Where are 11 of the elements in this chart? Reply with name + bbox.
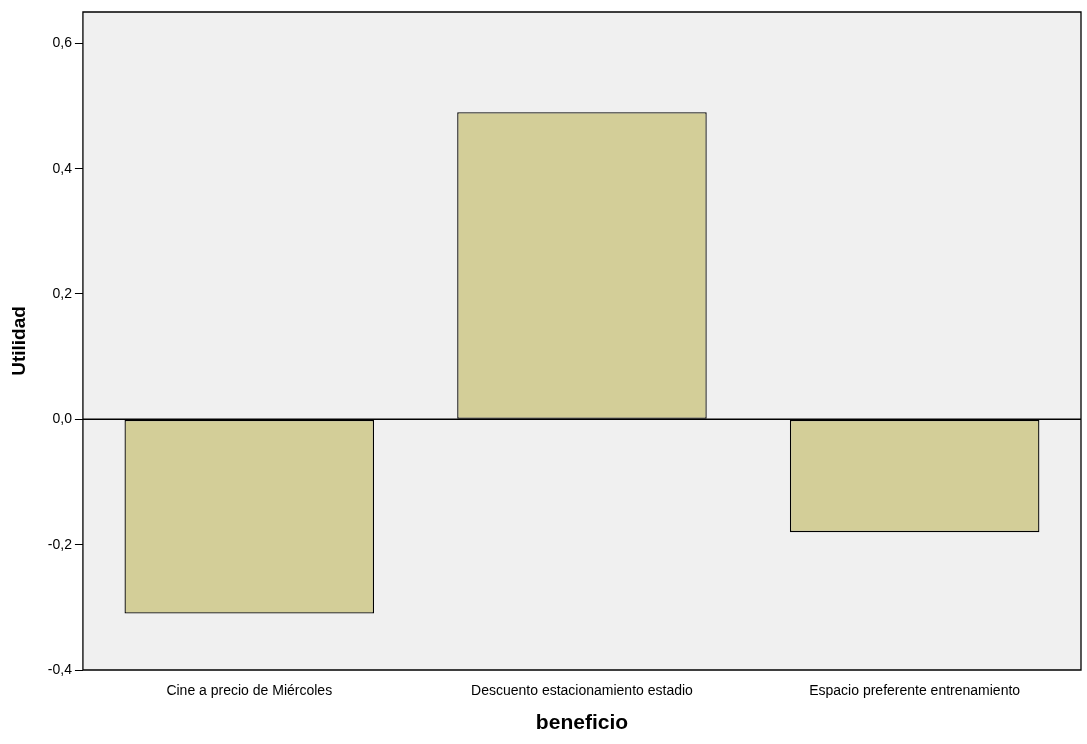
y-axis-title: Utilidad [7, 306, 29, 376]
y-tick-label: -0,2 [47, 535, 73, 552]
x-axis-title: beneficio [535, 710, 629, 734]
y-tick-label: 0,6 [52, 34, 73, 51]
x-tick-label: Espacio preferente entrenamiento [809, 682, 1021, 699]
x-tick-label: Descuento estacionamiento estadio [471, 682, 694, 699]
y-tick-label: 0,4 [52, 159, 73, 176]
y-tick-label: -0,4 [47, 660, 73, 677]
x-tick-label: Cine a precio de Miércoles [166, 682, 333, 699]
y-tick-label: 0,2 [52, 284, 73, 301]
y-tick-label: 0,0 [52, 410, 73, 427]
